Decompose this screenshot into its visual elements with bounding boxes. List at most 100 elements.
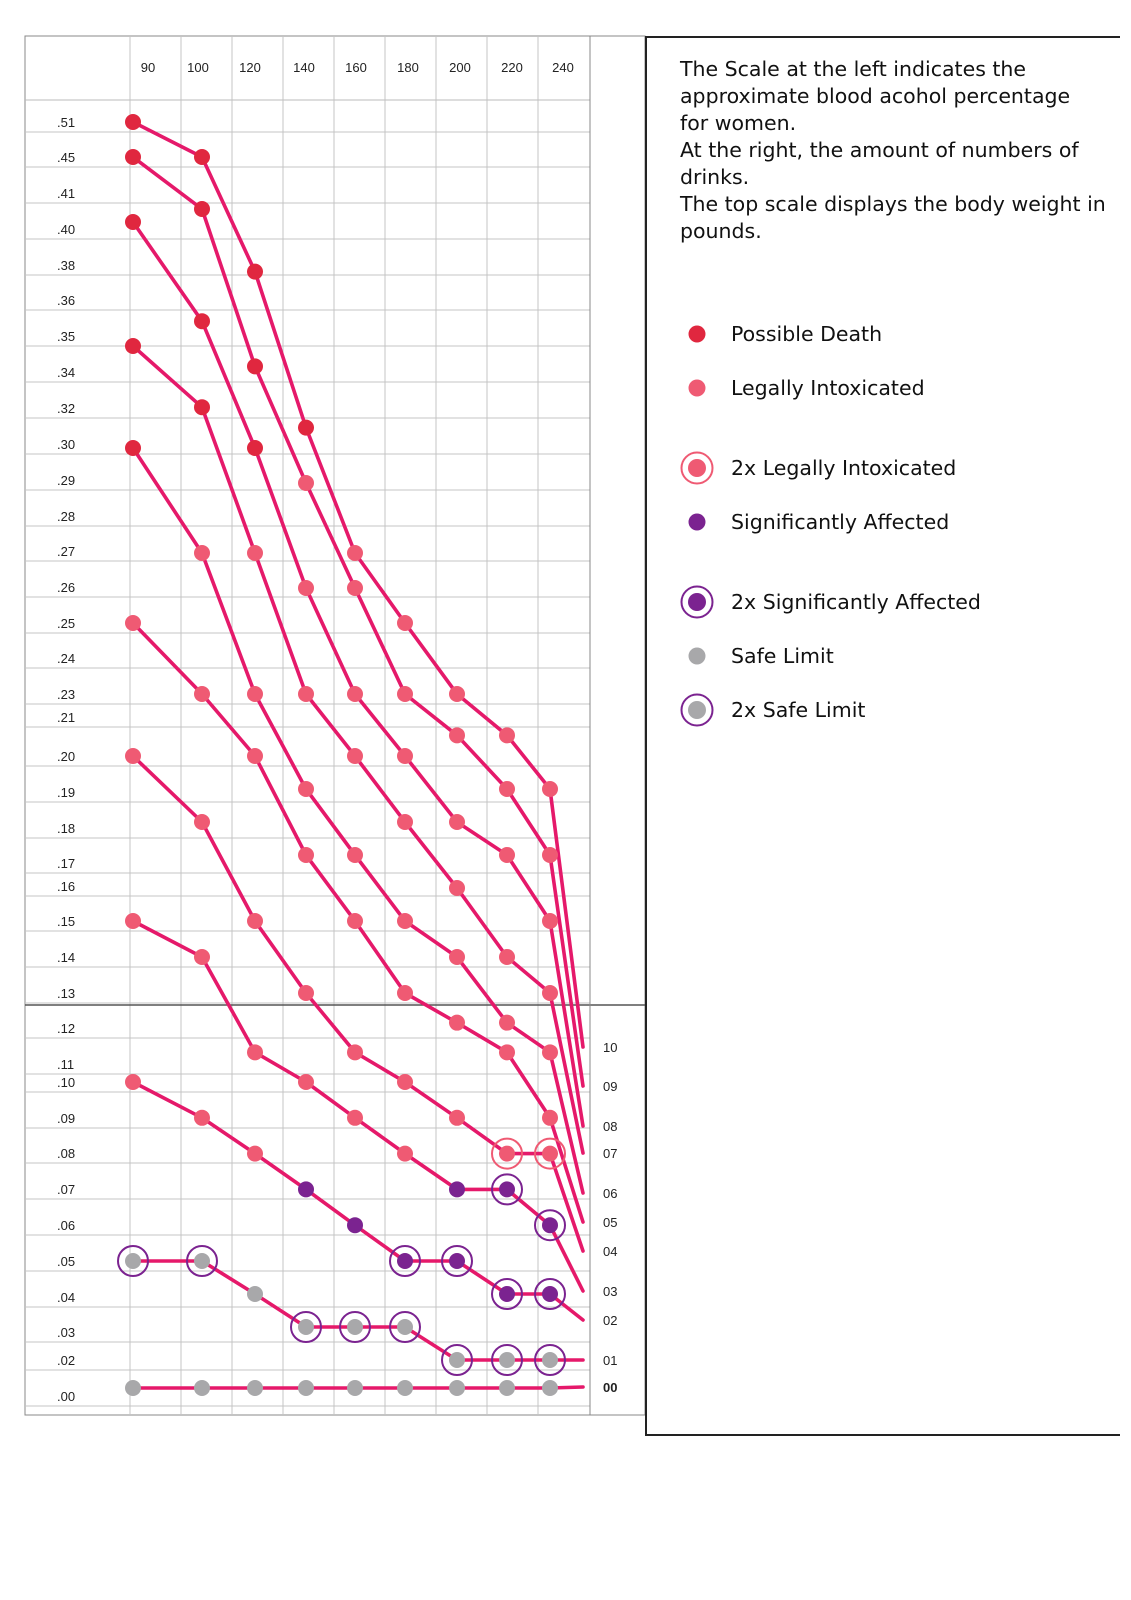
y-tick-label: .07 xyxy=(57,1182,75,1197)
data-point xyxy=(499,1181,515,1198)
drink-count-labels: 10 09 08 07 06 05 04 03 02 01 00 xyxy=(603,1040,617,1395)
legend-item-2x-safe-limit: 2x Safe Limit xyxy=(677,692,865,728)
data-point xyxy=(247,686,263,702)
x-tick-label: 100 xyxy=(187,60,209,75)
description-line: approximate blood acohol percentage xyxy=(680,84,1071,108)
data-point xyxy=(542,913,558,929)
data-point xyxy=(542,847,558,863)
data-point xyxy=(449,1109,465,1126)
y-tick-label: .11 xyxy=(57,1057,74,1072)
legend-description: The Scale at the left indicates the appr… xyxy=(680,56,1110,245)
data-point xyxy=(397,1145,413,1162)
description-line: drinks. xyxy=(680,165,750,189)
series-line xyxy=(131,919,585,1293)
data-point xyxy=(449,1014,465,1031)
y-tick-label: .04 xyxy=(57,1290,75,1305)
data-point-ring xyxy=(339,1311,371,1343)
data-point xyxy=(347,913,363,929)
data-point xyxy=(125,748,141,764)
y-tick-label: .12 xyxy=(57,1021,75,1036)
data-point xyxy=(298,985,314,1001)
data-point xyxy=(125,1074,141,1090)
data-point xyxy=(125,114,141,130)
series-line xyxy=(131,220,585,1128)
series-line xyxy=(131,621,585,1224)
data-point xyxy=(542,1286,558,1302)
data-point xyxy=(194,399,210,416)
data-point xyxy=(194,686,210,702)
y-tick-label: .25 xyxy=(57,616,75,631)
data-point xyxy=(347,1044,363,1061)
x-tick-label: 160 xyxy=(345,60,367,75)
data-point xyxy=(542,1352,558,1368)
data-point xyxy=(125,214,141,230)
data-point xyxy=(347,1109,363,1126)
data-point xyxy=(449,949,465,965)
data-point xyxy=(247,1380,263,1396)
pink-ringed-dot-icon xyxy=(677,450,717,486)
data-point xyxy=(449,1253,465,1269)
y-tick-label: .10 xyxy=(57,1075,75,1090)
data-point-ring xyxy=(491,1278,523,1310)
data-point xyxy=(194,545,210,561)
legend-panel: The Scale at the left indicates the appr… xyxy=(645,36,1120,1436)
data-point xyxy=(449,880,465,896)
data-point-ring xyxy=(117,1245,149,1277)
description-line: The top scale displays the body weight i… xyxy=(680,192,1106,216)
legend-label: Significantly Affected xyxy=(731,510,950,534)
data-point-ring xyxy=(389,1311,421,1343)
description-line: pounds. xyxy=(680,219,762,243)
series-line xyxy=(131,754,585,1253)
legend-item-possible-death: Possible Death xyxy=(677,316,882,352)
y-tick-label: .03 xyxy=(57,1325,75,1340)
legend-label: Safe Limit xyxy=(731,644,834,668)
x-tick-label: 220 xyxy=(501,60,523,75)
data-point xyxy=(298,1319,314,1335)
data-point xyxy=(247,358,263,375)
data-point xyxy=(499,727,515,744)
y-tick-label: .00 xyxy=(57,1389,75,1404)
data-point-ring xyxy=(534,1344,566,1376)
y-tick-label: .30 xyxy=(57,437,75,452)
data-point xyxy=(397,913,413,929)
data-point-ring xyxy=(290,1311,322,1343)
data-point xyxy=(298,1380,314,1396)
y-tick-label: .29 xyxy=(57,473,75,488)
data-point xyxy=(194,949,210,965)
y-tick-label: .38 xyxy=(57,258,75,273)
data-point xyxy=(499,847,515,863)
data-point xyxy=(449,814,465,830)
series-lines xyxy=(131,120,585,1390)
data-point xyxy=(499,1014,515,1031)
x-tick-label: 90 xyxy=(141,60,155,75)
data-point xyxy=(449,1181,465,1198)
data-point xyxy=(247,545,263,561)
data-point xyxy=(347,1380,363,1396)
y-tick-label: .13 xyxy=(57,986,75,1001)
y-tick-label: .24 xyxy=(57,651,75,666)
data-point xyxy=(194,1380,210,1396)
x-tick-label: 240 xyxy=(552,60,574,75)
data-point xyxy=(542,1380,558,1396)
data-point xyxy=(247,1286,263,1302)
data-point xyxy=(247,748,263,764)
data-point-ring xyxy=(491,1137,523,1170)
drink-count-label: 09 xyxy=(603,1079,617,1094)
data-point xyxy=(298,475,314,491)
data-point xyxy=(298,781,314,797)
data-point xyxy=(298,847,314,863)
gray-ringed-dot-icon xyxy=(677,692,717,728)
y-tick-label: .21 xyxy=(57,710,75,725)
series-line xyxy=(131,120,585,1049)
data-point xyxy=(247,913,263,929)
legend-item-2x-legally-intoxicated: 2x Legally Intoxicated xyxy=(677,450,956,486)
data-point xyxy=(449,1352,465,1368)
legend-item-significantly-affected: Significantly Affected xyxy=(677,504,949,540)
data-point xyxy=(542,985,558,1001)
y-tick-label: .23 xyxy=(57,687,75,702)
data-point xyxy=(397,985,413,1001)
y-tick-label: .41 xyxy=(57,186,75,201)
data-point xyxy=(194,814,210,830)
data-point xyxy=(247,440,263,456)
drink-count-label: 01 xyxy=(603,1353,617,1368)
